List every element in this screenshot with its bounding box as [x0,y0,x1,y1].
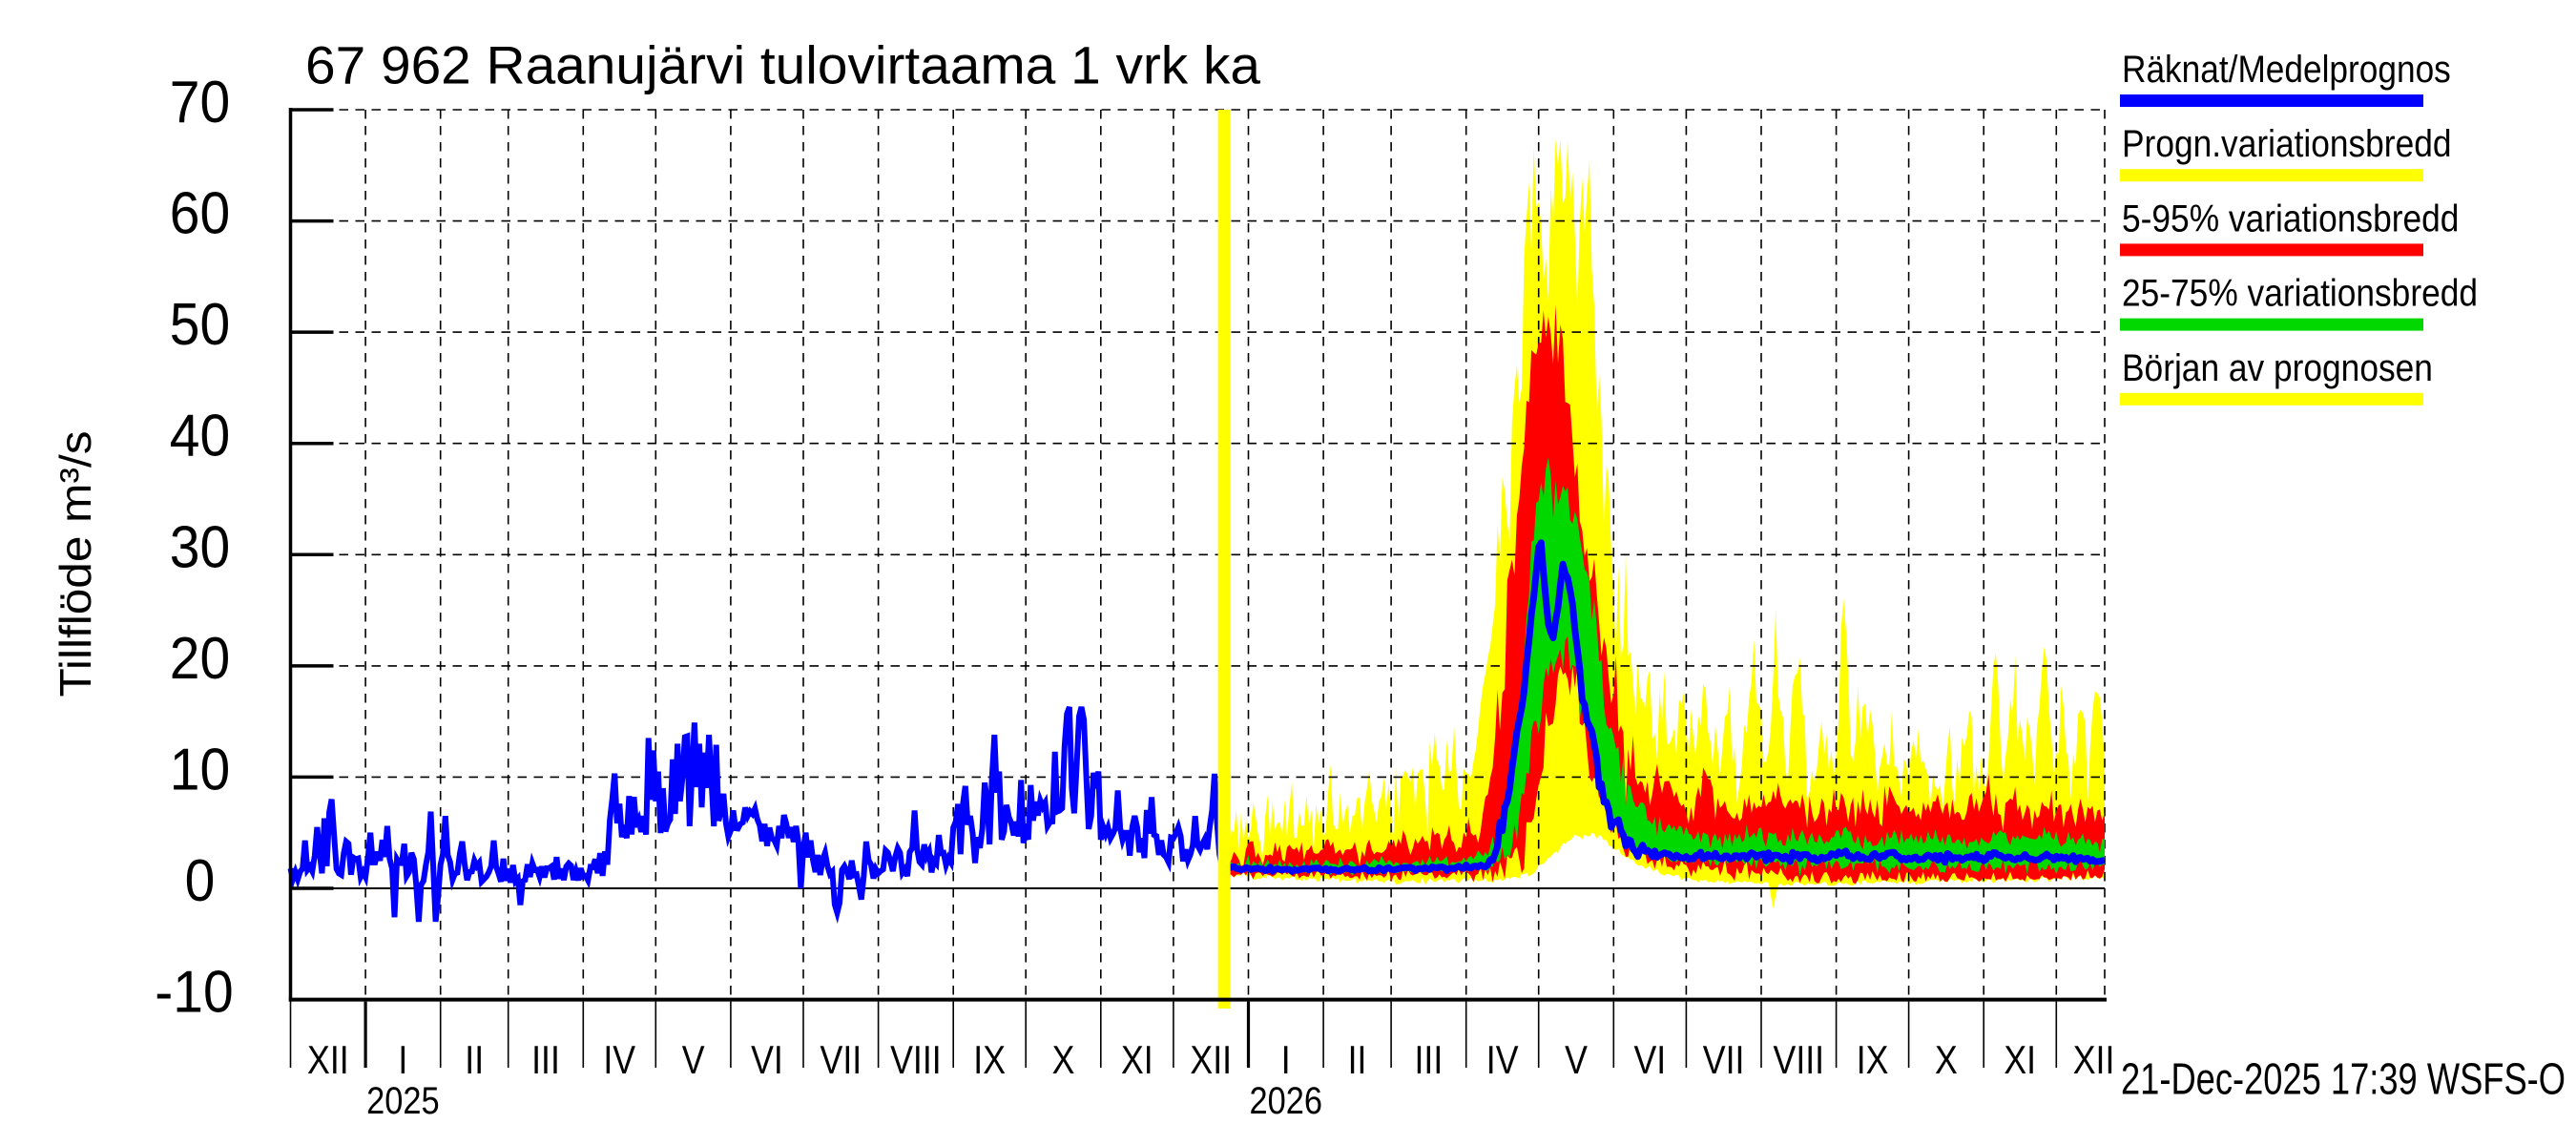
svg-text:21-Dec-2025 17:39 WSFS-O: 21-Dec-2025 17:39 WSFS-O [2121,1054,2566,1104]
svg-text:70: 70 [170,70,230,135]
svg-text:0: 0 [185,848,216,914]
svg-text:30: 30 [170,514,230,580]
svg-text:VII: VII [821,1037,862,1082]
svg-text:Tillflöde m³/s: Tillflöde m³/s [51,431,100,697]
svg-text:10: 10 [170,737,230,802]
svg-text:2025: 2025 [366,1080,440,1122]
svg-text:50: 50 [170,292,230,358]
svg-text:V: V [1565,1037,1588,1082]
svg-text:I: I [1281,1037,1291,1082]
svg-text:-10: -10 [155,960,233,1026]
svg-text:IX: IX [973,1037,1006,1082]
svg-text:67 962 Raanujärvi tulovirtaama: 67 962 Raanujärvi tulovirtaama 1 vrk ka [305,35,1261,95]
svg-text:VIII: VIII [890,1037,942,1082]
svg-text:X: X [1935,1037,1958,1082]
svg-text:IX: IX [1857,1037,1889,1082]
svg-text:VII: VII [1703,1037,1745,1082]
svg-text:I: I [398,1037,407,1082]
svg-text:II: II [1348,1037,1367,1082]
svg-text:III: III [531,1037,560,1082]
svg-text:VI: VI [751,1037,783,1082]
svg-text:VIII: VIII [1774,1037,1825,1082]
svg-text:XII: XII [307,1037,349,1082]
svg-text:2026: 2026 [1250,1080,1323,1122]
svg-text:X: X [1052,1037,1075,1082]
svg-text:40: 40 [170,404,230,469]
svg-text:IV: IV [1486,1037,1519,1082]
svg-text:II: II [465,1037,484,1082]
svg-text:IV: IV [603,1037,635,1082]
svg-text:XII: XII [1190,1037,1232,1082]
svg-text:VI: VI [1634,1037,1667,1082]
svg-text:20: 20 [170,626,230,692]
svg-text:Räknat/Medelprognos: Räknat/Medelprognos [2122,49,2451,91]
svg-text:5-95% variationsbredd: 5-95% variationsbredd [2122,198,2459,239]
svg-text:25-75% variationsbredd: 25-75% variationsbredd [2122,273,2478,315]
svg-text:XI: XI [1121,1037,1153,1082]
svg-text:XI: XI [2004,1037,2036,1082]
svg-text:III: III [1415,1037,1444,1082]
svg-text:XII: XII [2073,1037,2115,1082]
svg-text:Progn.variationsbredd: Progn.variationsbredd [2122,123,2452,165]
svg-text:60: 60 [170,181,230,247]
svg-text:V: V [682,1037,705,1082]
svg-text:Början av prognosen: Början av prognosen [2122,347,2433,389]
